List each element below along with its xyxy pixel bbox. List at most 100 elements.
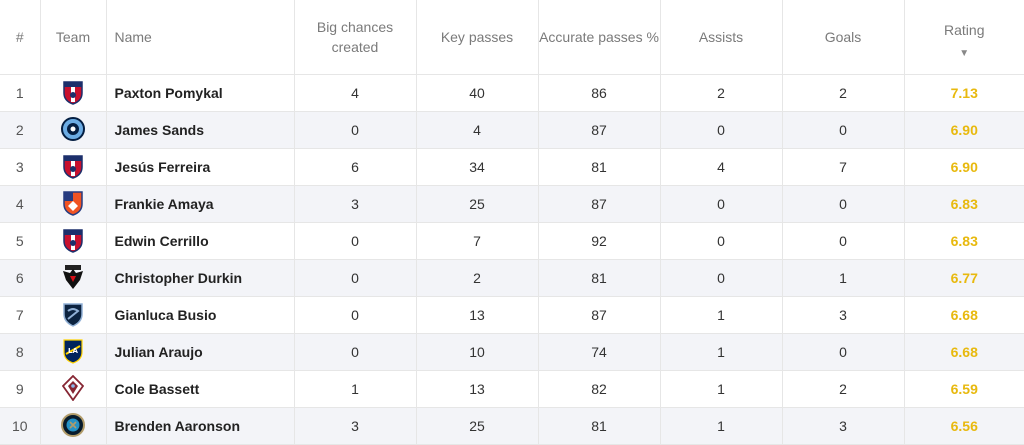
- big-chances-cell: 0: [294, 111, 417, 149]
- table-row[interactable]: 8 LA Julian Araujo 0 10 74 1 0 6.68: [0, 333, 1024, 371]
- key-passes-cell: 13: [416, 370, 539, 408]
- goals-cell: 2: [782, 370, 905, 408]
- rating-cell: 6.90: [904, 111, 1024, 149]
- big-chances-cell: 0: [294, 333, 417, 371]
- table-row[interactable]: 5 Edwin Cerrillo 0 7 92 0 0 6.83: [0, 222, 1024, 260]
- player-name[interactable]: Christopher Durkin: [106, 259, 295, 297]
- table-row[interactable]: 3 Jesús Ferreira 6 34 81 4 7 6.90: [0, 148, 1024, 186]
- rank-cell: 10: [0, 407, 41, 445]
- rating-cell: 7.13: [904, 74, 1024, 112]
- player-name[interactable]: Jesús Ferreira: [106, 148, 295, 186]
- nycfc-crest-icon: [61, 116, 85, 144]
- assists-header[interactable]: Assists: [660, 0, 783, 75]
- key-passes-cell: 4: [416, 111, 539, 149]
- rating-cell: 6.68: [904, 333, 1024, 371]
- rank-cell: 1: [0, 74, 41, 112]
- goals-cell: 7: [782, 148, 905, 186]
- accurate-passes-cell: 87: [538, 296, 661, 334]
- rating-header[interactable]: Rating ▼: [904, 0, 1024, 75]
- accurate-passes-cell: 81: [538, 259, 661, 297]
- rank-cell: 3: [0, 148, 41, 186]
- player-name[interactable]: Gianluca Busio: [106, 296, 295, 334]
- rating-cell: 6.83: [904, 185, 1024, 223]
- rating-cell: 6.59: [904, 370, 1024, 408]
- team-cell[interactable]: [40, 74, 107, 112]
- goals-cell: 0: [782, 185, 905, 223]
- key-passes-cell: 10: [416, 333, 539, 371]
- table-row[interactable]: 2 James Sands 0 4 87 0 0 6.90: [0, 111, 1024, 149]
- assists-cell: 0: [660, 222, 783, 260]
- team-cell[interactable]: [40, 185, 107, 223]
- assists-cell: 4: [660, 148, 783, 186]
- assists-cell: 0: [660, 111, 783, 149]
- team-cell[interactable]: [40, 111, 107, 149]
- sporting-kc-crest-icon: [62, 301, 84, 330]
- table-row[interactable]: 10 Brenden Aaronson 3 25 81 1 3 6.56: [0, 407, 1024, 445]
- team-cell[interactable]: [40, 148, 107, 186]
- rank-cell: 9: [0, 370, 41, 408]
- accurate-passes-cell: 87: [538, 185, 661, 223]
- name-header[interactable]: Name: [106, 0, 295, 75]
- accurate-passes-cell: 74: [538, 333, 661, 371]
- rating-cell: 6.90: [904, 148, 1024, 186]
- team-cell[interactable]: [40, 296, 107, 334]
- player-name[interactable]: Paxton Pomykal: [106, 74, 295, 112]
- goals-header[interactable]: Goals: [782, 0, 905, 75]
- rank-cell: 7: [0, 296, 41, 334]
- player-name[interactable]: James Sands: [106, 111, 295, 149]
- la-galaxy-crest-icon: LA: [62, 338, 84, 367]
- key-passes-header[interactable]: Key passes: [416, 0, 539, 75]
- table-row[interactable]: 9 Cole Bassett 1 13 82 1 2 6.59: [0, 370, 1024, 408]
- player-name[interactable]: Frankie Amaya: [106, 185, 295, 223]
- key-passes-cell: 13: [416, 296, 539, 334]
- big-chances-header[interactable]: Big chances created: [294, 0, 417, 75]
- team-cell[interactable]: [40, 222, 107, 260]
- accurate-passes-cell: 82: [538, 370, 661, 408]
- rank-header[interactable]: #: [0, 0, 41, 75]
- big-chances-cell: 3: [294, 407, 417, 445]
- accurate-passes-cell: 81: [538, 407, 661, 445]
- goals-cell: 0: [782, 111, 905, 149]
- table-row[interactable]: 7 Gianluca Busio 0 13 87 1 3 6.68: [0, 296, 1024, 334]
- accurate-passes-header[interactable]: Accurate passes %: [538, 0, 661, 75]
- assists-cell: 1: [660, 296, 783, 334]
- assists-cell: 1: [660, 370, 783, 408]
- rating-cell: 6.68: [904, 296, 1024, 334]
- goals-cell: 3: [782, 407, 905, 445]
- assists-cell: 1: [660, 333, 783, 371]
- big-chances-cell: 0: [294, 259, 417, 297]
- goals-cell: 1: [782, 259, 905, 297]
- table-row[interactable]: 1 Paxton Pomykal 4 40 86 2 2 7.13: [0, 74, 1024, 112]
- colorado-rapids-crest-icon: [61, 374, 85, 404]
- key-passes-cell: 40: [416, 74, 539, 112]
- assists-cell: 1: [660, 407, 783, 445]
- svg-text:LA: LA: [68, 347, 78, 355]
- rank-cell: 8: [0, 333, 41, 371]
- table-row[interactable]: 4 Frankie Amaya 3 25 87 0 0 6.83: [0, 185, 1024, 223]
- goals-cell: 0: [782, 222, 905, 260]
- player-name[interactable]: Julian Araujo: [106, 333, 295, 371]
- team-cell[interactable]: LA: [40, 333, 107, 371]
- accurate-passes-cell: 81: [538, 148, 661, 186]
- rank-cell: 4: [0, 185, 41, 223]
- rank-cell: 5: [0, 222, 41, 260]
- big-chances-cell: 0: [294, 222, 417, 260]
- big-chances-cell: 0: [294, 296, 417, 334]
- assists-cell: 2: [660, 74, 783, 112]
- big-chances-cell: 1: [294, 370, 417, 408]
- player-name[interactable]: Edwin Cerrillo: [106, 222, 295, 260]
- player-name[interactable]: Brenden Aaronson: [106, 407, 295, 445]
- team-cell[interactable]: [40, 259, 107, 297]
- fc-cincinnati-crest-icon: [62, 190, 84, 219]
- goals-cell: 2: [782, 74, 905, 112]
- team-cell[interactable]: [40, 370, 107, 408]
- team-header[interactable]: Team: [40, 0, 107, 75]
- rating-cell: 6.77: [904, 259, 1024, 297]
- sort-descending-icon: ▼: [959, 48, 970, 59]
- fc-dallas-crest-icon: [62, 227, 84, 256]
- rank-cell: 2: [0, 111, 41, 149]
- player-name[interactable]: Cole Bassett: [106, 370, 295, 408]
- philadelphia-union-crest-icon: [61, 412, 85, 440]
- table-row[interactable]: 6 Christopher Durkin 0 2 81 0 1 6.77: [0, 259, 1024, 297]
- team-cell[interactable]: [40, 407, 107, 445]
